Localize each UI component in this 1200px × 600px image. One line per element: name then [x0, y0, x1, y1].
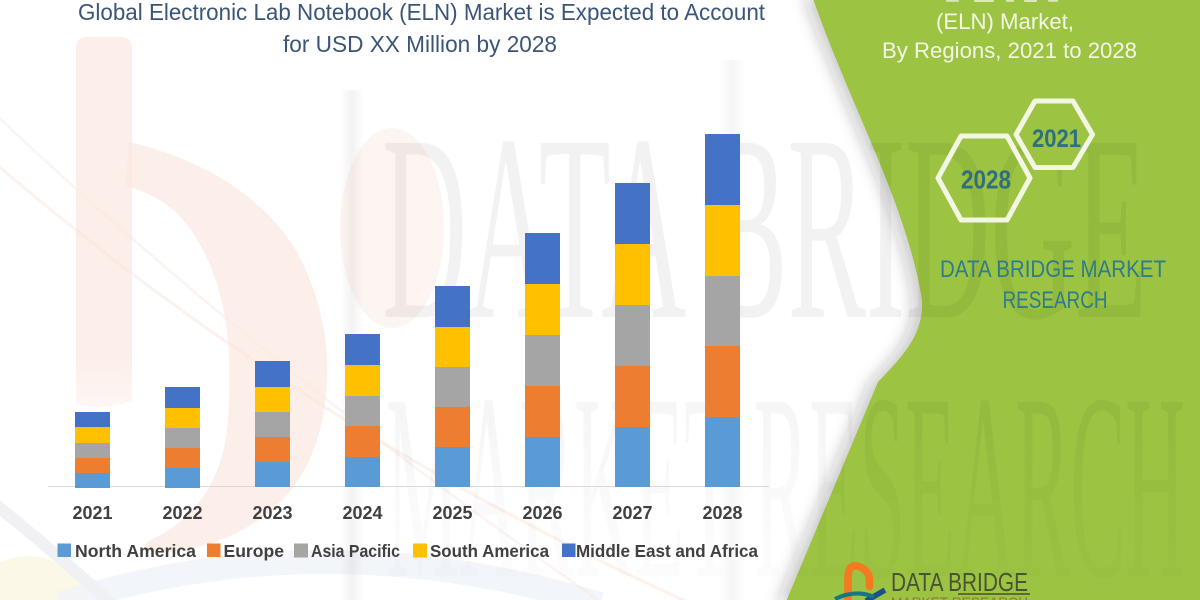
svg-text:(ELN) Market,: (ELN) Market, [936, 9, 1074, 34]
svg-text:2022: 2022 [163, 502, 203, 523]
svg-text:2026: 2026 [523, 502, 563, 523]
svg-text:Middle East and Africa: Middle East and Africa [576, 541, 758, 561]
svg-text:North America: North America [75, 541, 196, 561]
svg-text:Europe: Europe [224, 541, 285, 561]
svg-text:2025: 2025 [433, 502, 473, 523]
svg-text:By Regions, 2021 to 2028: By Regions, 2021 to 2028 [882, 38, 1137, 63]
svg-text:RESEARCH: RESEARCH [1003, 287, 1108, 314]
svg-text:Asia Pacific: Asia Pacific [311, 541, 400, 561]
svg-text:2027: 2027 [613, 502, 653, 523]
svg-text:2021: 2021 [73, 502, 113, 523]
svg-text:DATA BRIDGE: DATA BRIDGE [891, 567, 1028, 597]
svg-text:South America: South America [430, 541, 549, 561]
svg-text:2023: 2023 [253, 502, 293, 523]
svg-text:2028: 2028 [961, 165, 1011, 195]
svg-text:2024: 2024 [343, 502, 384, 523]
svg-text:for USD XX Million by 2028: for USD XX Million by 2028 [283, 31, 557, 57]
svg-text:Global Electronic Lab Notebook: Global Electronic Lab Notebook (ELN) Mar… [78, 0, 765, 25]
svg-text:2021: 2021 [1032, 125, 1081, 153]
svg-text:2028: 2028 [703, 502, 743, 523]
svg-text:MARKET RESEARCH: MARKET RESEARCH [891, 594, 1028, 600]
svg-text:DATA BRIDGE MARKET: DATA BRIDGE MARKET [940, 256, 1166, 283]
